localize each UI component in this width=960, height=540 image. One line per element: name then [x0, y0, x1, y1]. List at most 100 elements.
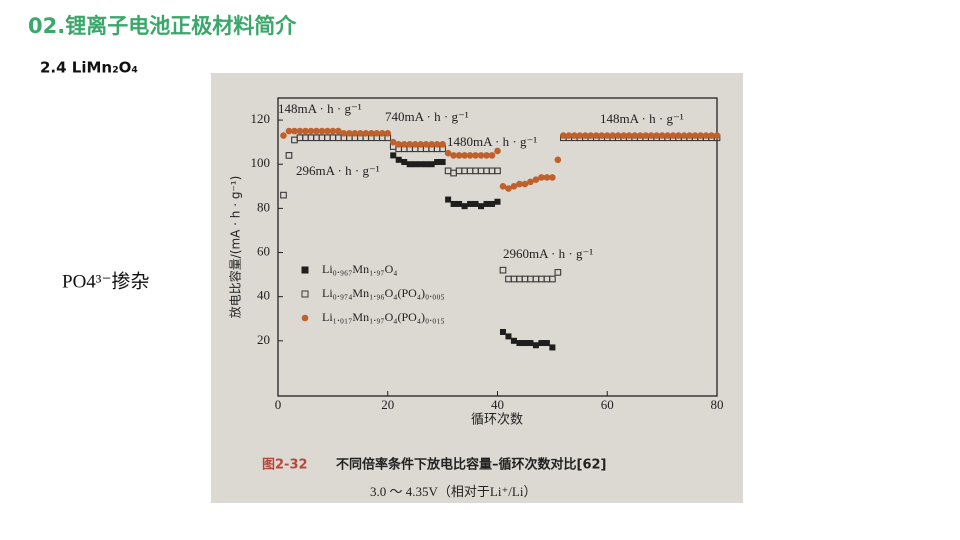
- annotation: 2960mA · h · g⁻¹: [503, 246, 593, 261]
- data-point: [560, 132, 567, 139]
- data-point: [285, 127, 293, 135]
- y-tick-label: 40: [257, 288, 270, 303]
- data-point: [527, 340, 534, 347]
- data-point: [406, 161, 413, 168]
- data-point: [571, 132, 578, 139]
- y-tick-label: 120: [251, 111, 271, 126]
- data-point: [302, 127, 309, 135]
- data-point: [499, 266, 507, 274]
- x-tick-label: 20: [381, 397, 394, 412]
- data-point: [280, 191, 287, 199]
- data-point: [285, 152, 293, 159]
- data-point: [543, 174, 551, 181]
- data-point: [307, 127, 315, 135]
- data-point: [609, 132, 617, 139]
- annotation: 740mA · h · g⁻¹: [385, 109, 469, 124]
- data-point: [357, 130, 364, 137]
- data-point: [483, 200, 490, 207]
- data-point: [631, 132, 638, 139]
- data-point: [587, 132, 595, 139]
- data-point: [686, 132, 693, 139]
- data-point: [592, 132, 600, 139]
- data-point: [554, 269, 562, 276]
- data-point: [499, 328, 506, 335]
- data-point: [411, 141, 419, 148]
- data-point: [494, 167, 501, 175]
- condition: 3.0 ～ 4.35V（相对于Li⁺/Li）: [370, 484, 536, 499]
- legend-marker: [301, 314, 309, 322]
- data-point: [400, 141, 408, 148]
- data-point: [433, 141, 441, 148]
- caption-number: 图2-32: [262, 458, 308, 473]
- data-point: [417, 161, 424, 168]
- data-point: [340, 130, 348, 137]
- data-point: [708, 132, 715, 139]
- legend-label: Li₀.₉₇₄Mn₁.₉₆O₄(PO₄)₀.₀₀₅: [322, 286, 445, 300]
- data-point: [439, 141, 446, 148]
- data-point: [455, 152, 463, 159]
- side-note: PO4³⁻掺杂: [62, 270, 150, 292]
- data-point: [428, 141, 435, 148]
- data-point: [494, 147, 501, 155]
- data-point: [324, 127, 331, 135]
- data-point: [313, 127, 320, 135]
- data-point: [466, 152, 474, 159]
- data-point: [697, 132, 704, 139]
- data-point: [664, 132, 671, 139]
- legend-label: Li₀.₉₆₇Mn₁.₉₇O₄: [322, 262, 397, 276]
- data-point: [428, 161, 435, 168]
- data-point: [510, 337, 517, 344]
- data-point: [461, 203, 468, 210]
- slide-subtitle: 2.4 LiMn₂O₄: [40, 59, 138, 77]
- data-point: [423, 161, 430, 168]
- data-point: [434, 159, 441, 166]
- data-point: [472, 152, 479, 159]
- y-tick-label: 20: [257, 332, 270, 347]
- y-tick-label: 80: [257, 199, 270, 214]
- data-point: [450, 200, 457, 207]
- data-point: [450, 152, 457, 159]
- data-point: [532, 342, 539, 349]
- data-point: [291, 127, 298, 135]
- data-point: [521, 340, 528, 347]
- data-point: [395, 141, 403, 148]
- annotation: 148mA · h · g⁻¹: [600, 111, 684, 126]
- data-point: [346, 130, 353, 137]
- data-point: [516, 340, 523, 347]
- x-tick-label: 60: [601, 397, 614, 412]
- data-point: [625, 132, 633, 139]
- caption: 不同倍率条件下放电比容量–循环次数对比[62]: [336, 457, 606, 473]
- data-point: [412, 161, 419, 168]
- x-tick-label: 40: [491, 397, 504, 412]
- data-point: [658, 132, 666, 139]
- data-point: [445, 196, 452, 203]
- data-point: [439, 159, 446, 166]
- data-point: [598, 132, 606, 139]
- data-point: [489, 200, 496, 207]
- data-point: [494, 198, 501, 205]
- data-point: [389, 138, 397, 146]
- data-point: [378, 130, 386, 137]
- data-point: [680, 132, 688, 139]
- data-point: [675, 132, 682, 139]
- x-tick-label: 80: [711, 397, 724, 412]
- data-point: [335, 127, 342, 135]
- data-point: [521, 180, 529, 188]
- data-point: [549, 344, 556, 351]
- data-point: [516, 180, 523, 188]
- data-point: [401, 159, 408, 166]
- data-point: [702, 132, 710, 139]
- y-tick-label: 100: [251, 155, 271, 170]
- x-axis-label: 循环次数: [471, 412, 523, 428]
- data-point: [538, 174, 545, 181]
- legend-label: Li₁.₀₁₇Mn₁.₉₇O₄(PO₄)₀.₀₁₅: [322, 310, 445, 324]
- y-tick-label: 60: [257, 244, 270, 259]
- data-point: [647, 132, 655, 139]
- legend-marker: [301, 290, 309, 298]
- data-point: [318, 127, 326, 135]
- data-point: [406, 141, 414, 148]
- x-tick-label: 0: [275, 397, 282, 412]
- data-point: [367, 130, 375, 137]
- data-point: [373, 130, 381, 137]
